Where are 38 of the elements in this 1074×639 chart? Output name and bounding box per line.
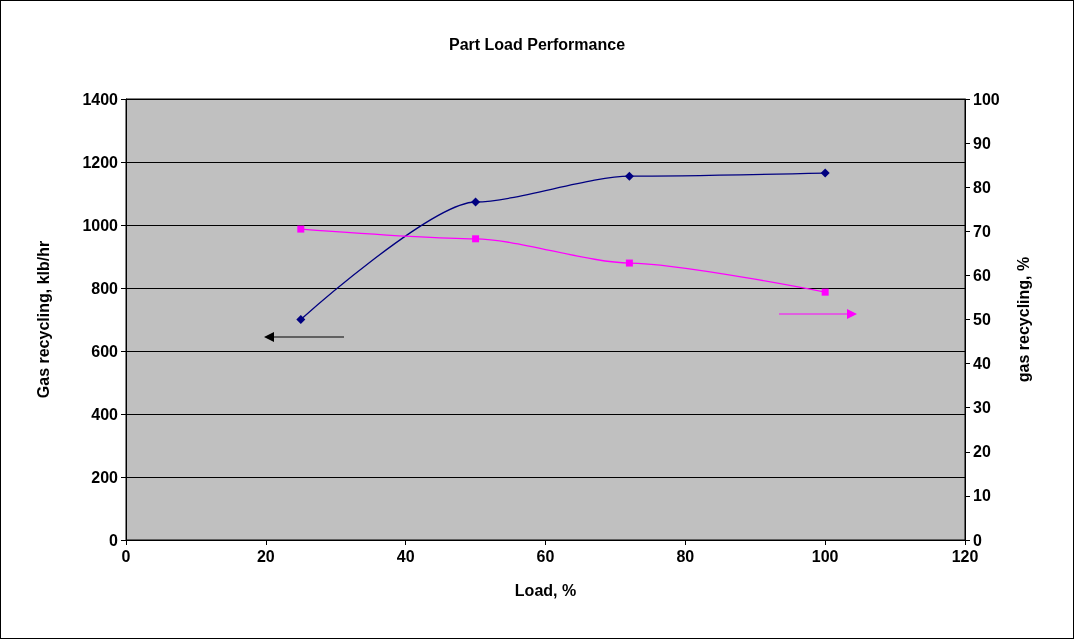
x-tick-label: 0 xyxy=(121,547,131,565)
y2-tick-label: 80 xyxy=(973,178,991,196)
y2-tick-label: 10 xyxy=(973,487,991,505)
point xyxy=(471,197,481,207)
y2-tick-label: 30 xyxy=(973,399,991,417)
point xyxy=(297,225,305,233)
y-tick-label: 1200 xyxy=(82,153,119,171)
y-axis-title: Gas recycling, klb/hr xyxy=(34,240,52,399)
y-tick-label: 200 xyxy=(91,468,119,486)
y2-tick-label: 20 xyxy=(973,443,991,461)
point xyxy=(624,171,634,181)
point xyxy=(821,288,829,296)
y-tick-label: 1000 xyxy=(82,216,119,234)
point xyxy=(625,259,633,267)
x-axis-title: Load, % xyxy=(514,581,577,599)
x-tick-label: 40 xyxy=(396,547,415,565)
x-tick-label: 80 xyxy=(676,547,695,565)
y-tick-label: 800 xyxy=(91,279,119,297)
y2-tick-label: 50 xyxy=(973,311,991,328)
x-tick-label: 20 xyxy=(256,547,275,565)
y2-axis-title: gas recycling, % xyxy=(1014,256,1032,383)
chart-title: Part Load Performance xyxy=(448,35,626,53)
y-tick-label: 400 xyxy=(91,405,119,423)
point xyxy=(296,315,306,324)
y2-tick-label: 40 xyxy=(973,355,991,373)
y2-tick-label: 90 xyxy=(973,134,991,152)
x-tick-label: 100 xyxy=(811,547,839,565)
point xyxy=(820,168,830,178)
x-tick-label: 120 xyxy=(951,547,979,565)
y2-tick-label: 70 xyxy=(973,222,991,240)
y-tick-label: 1400 xyxy=(82,90,119,108)
y2-tick-label: 60 xyxy=(973,266,991,284)
y-tick-label: 600 xyxy=(91,342,119,360)
y2-tick-label: 0 xyxy=(973,531,982,549)
x-tick-label: 60 xyxy=(536,547,555,565)
y2-tick-label: 100 xyxy=(973,90,1000,108)
y-tick-label: 0 xyxy=(109,531,119,549)
point xyxy=(472,235,480,243)
